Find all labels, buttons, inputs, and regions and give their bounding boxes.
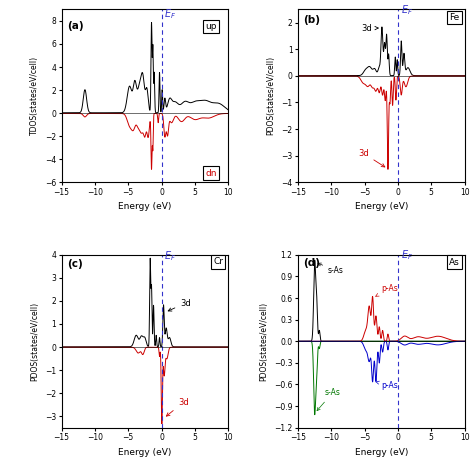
Text: $\mathit{E_F}$: $\mathit{E_F}$ [401, 3, 413, 17]
Text: p-As: p-As [376, 284, 398, 296]
Text: up: up [206, 22, 217, 31]
Text: 3d: 3d [358, 149, 385, 167]
Text: s-As: s-As [318, 263, 344, 275]
Text: As: As [449, 258, 460, 266]
Text: $\mathit{E_F}$: $\mathit{E_F}$ [164, 250, 176, 263]
X-axis label: Energy (eV): Energy (eV) [355, 448, 408, 457]
Text: (d): (d) [303, 258, 320, 268]
Text: p-As: p-As [376, 381, 398, 390]
Text: (c): (c) [67, 259, 82, 269]
Text: (b): (b) [303, 15, 320, 25]
Y-axis label: TDOS(states/eV/cell): TDOS(states/eV/cell) [30, 56, 39, 135]
Y-axis label: PDOS(states/eV/cell): PDOS(states/eV/cell) [30, 302, 39, 381]
Text: 3d: 3d [361, 24, 378, 33]
X-axis label: Energy (eV): Energy (eV) [118, 203, 172, 212]
Text: $\mathit{E_F}$: $\mathit{E_F}$ [164, 8, 176, 21]
Text: $\mathit{E_F}$: $\mathit{E_F}$ [401, 249, 413, 262]
Text: Fe: Fe [449, 13, 460, 22]
Text: (a): (a) [67, 21, 83, 31]
Text: dn: dn [206, 169, 217, 178]
X-axis label: Energy (eV): Energy (eV) [118, 448, 172, 457]
Text: s-As: s-As [317, 388, 340, 411]
Text: 3d: 3d [166, 398, 189, 416]
Y-axis label: PDOS(states/eV/cell): PDOS(states/eV/cell) [267, 56, 276, 135]
Y-axis label: PDOS(states/eV/cell): PDOS(states/eV/cell) [259, 302, 268, 381]
Text: 3d: 3d [168, 298, 191, 311]
X-axis label: Energy (eV): Energy (eV) [355, 203, 408, 212]
Text: Cr: Cr [213, 257, 223, 266]
